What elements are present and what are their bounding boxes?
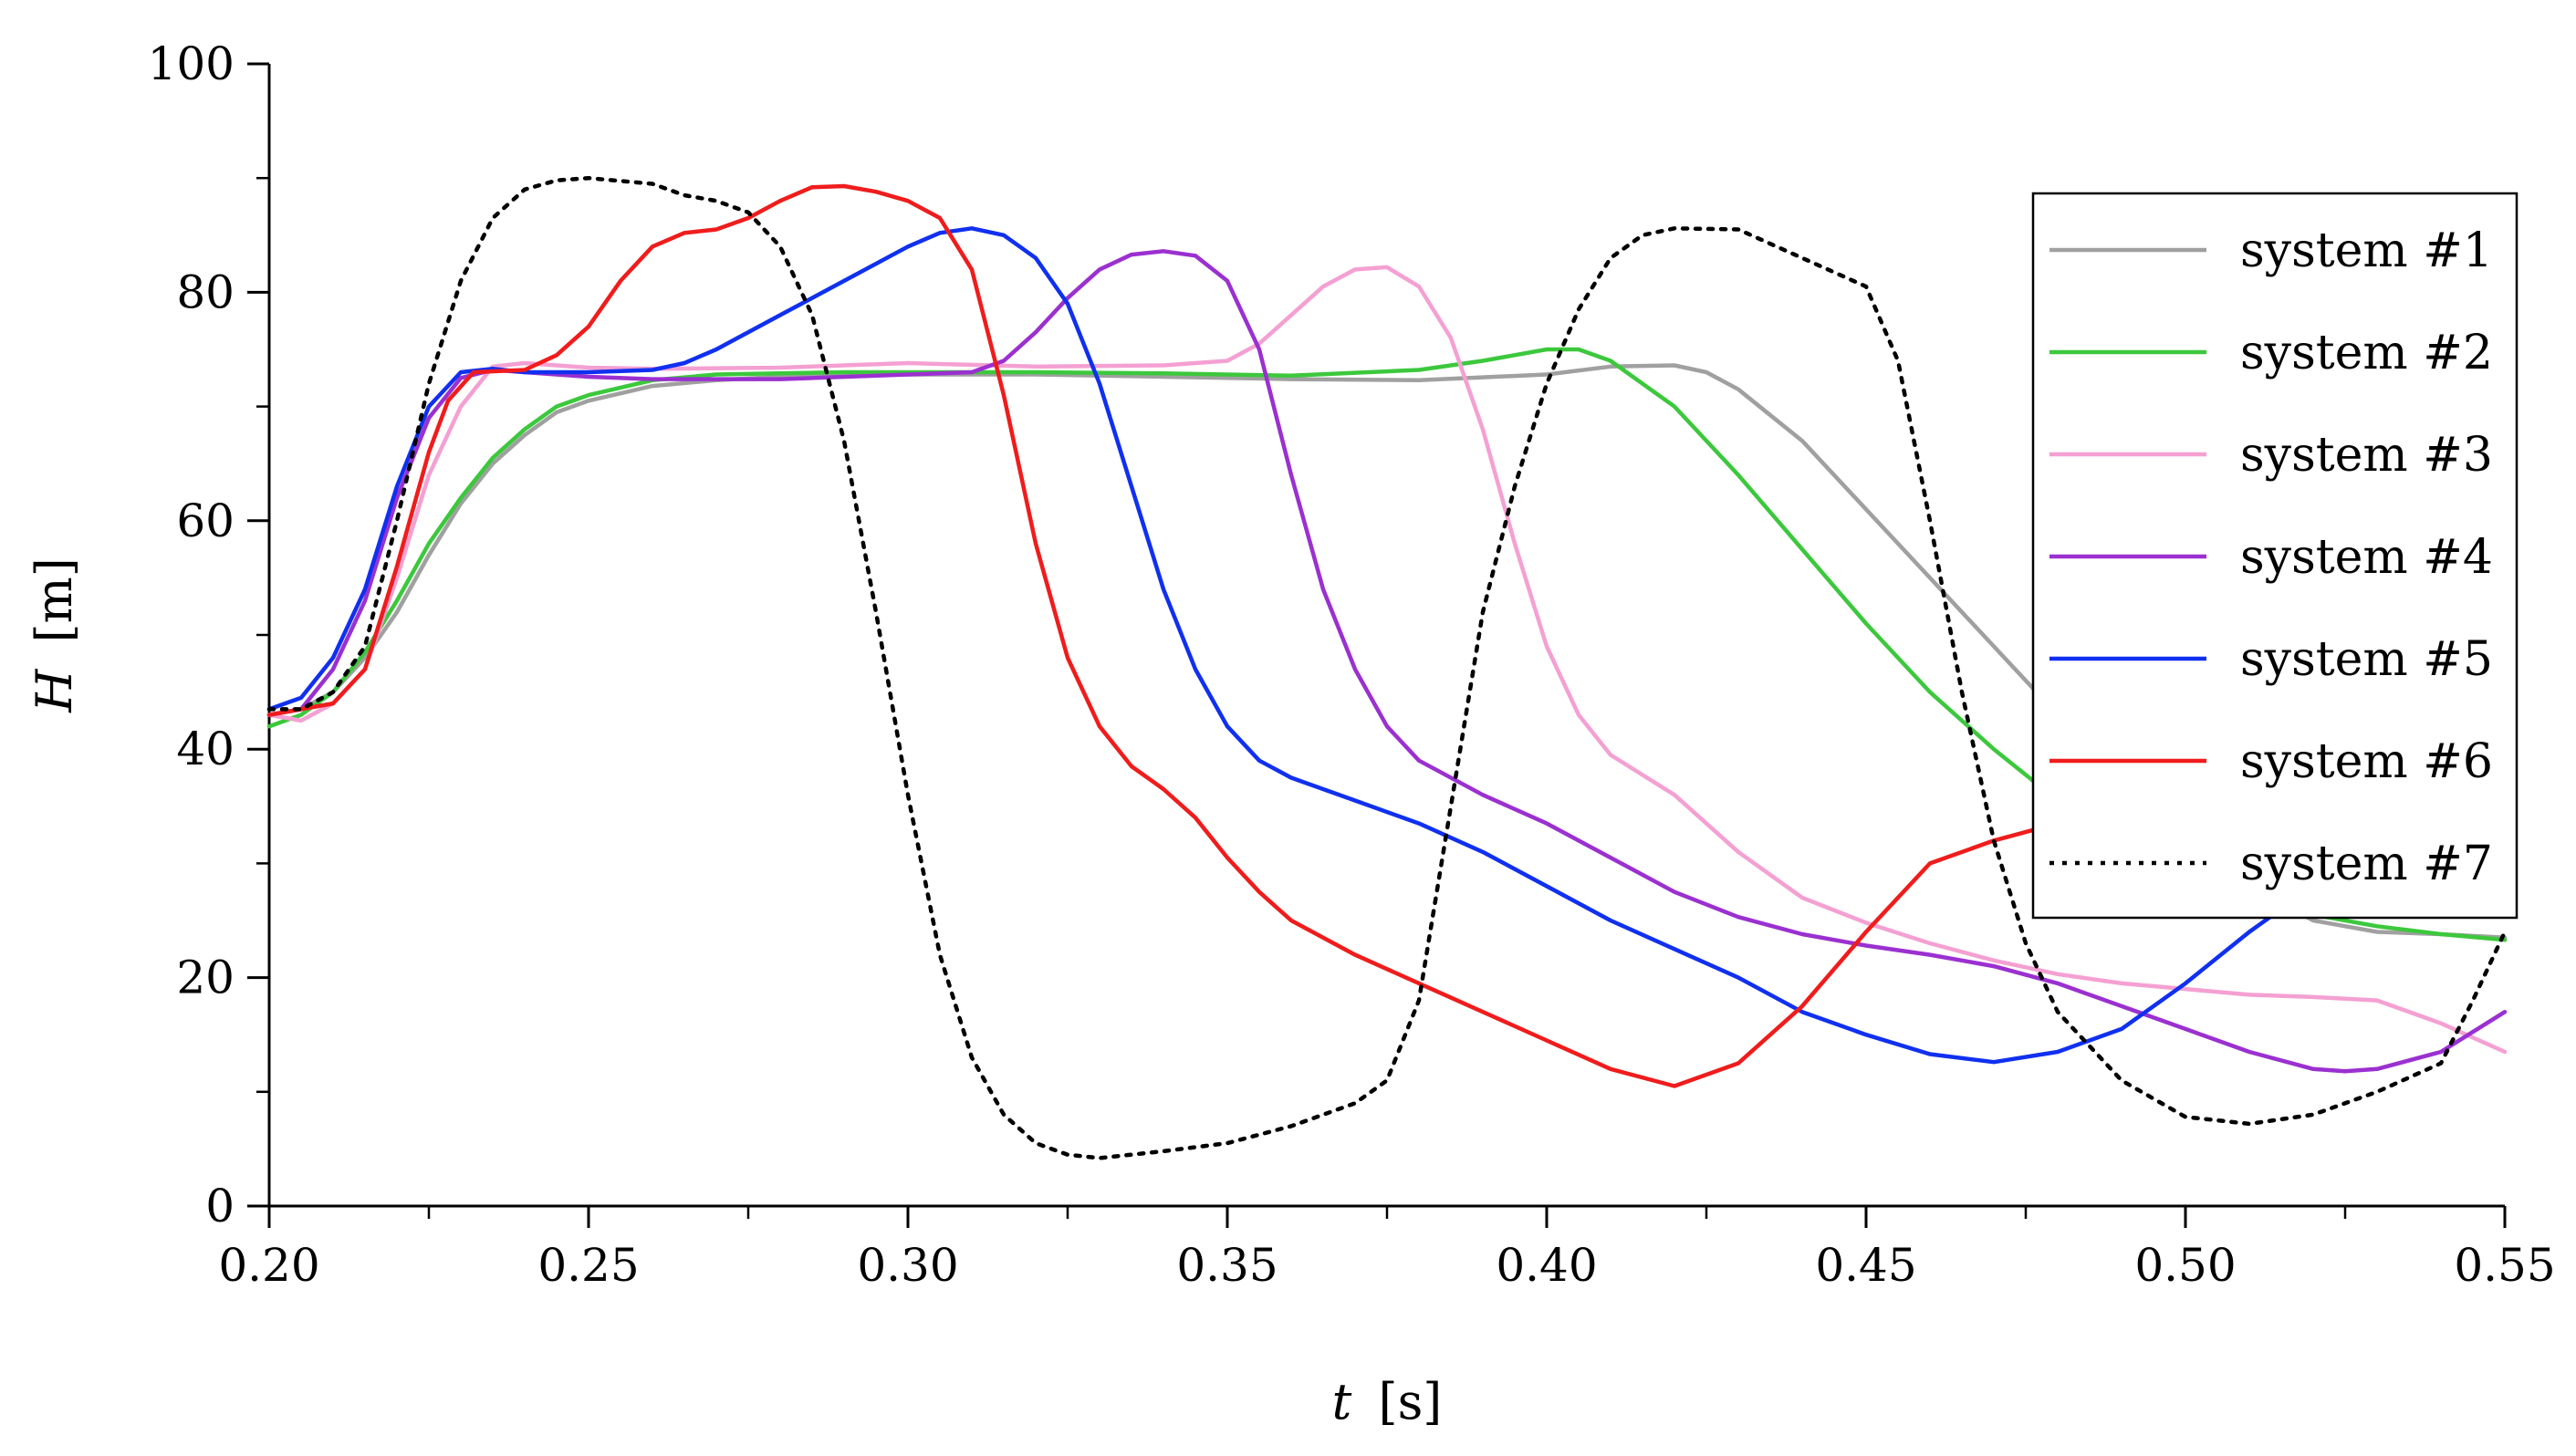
legend-label: system #3 [2240, 428, 2493, 483]
y-axis-label: H [m] [26, 557, 83, 713]
y-axis-unit: [m] [26, 557, 83, 642]
legend-label: system #1 [2240, 224, 2493, 278]
x-tick-label: 0.40 [1496, 1239, 1597, 1292]
x-tick-label: 0.45 [1815, 1239, 1916, 1292]
x-tick-label: 0.50 [2134, 1239, 2236, 1292]
y-axis-variable: H [26, 669, 83, 713]
y-tick-label: 40 [176, 723, 235, 775]
series-layer [266, 175, 2508, 1160]
x-axis-unit: [s] [1379, 1373, 1443, 1430]
x-tick-label: 0.35 [1176, 1239, 1278, 1292]
x-axis-variable: t [1332, 1373, 1352, 1430]
legend-label: system #5 [2240, 632, 2493, 687]
legend: system #1 system #2 system #3 system #4 syst… [2031, 192, 2519, 920]
legend-label: system #2 [2240, 326, 2493, 380]
y-tick-label: 80 [176, 265, 235, 318]
x-tick-label: 0.30 [857, 1239, 958, 1292]
y-tick-label: 100 [148, 37, 235, 90]
series-line-system-6 [266, 183, 2188, 1088]
x-axis-label: t [s] [1332, 1373, 1443, 1430]
x-tick-label: 0.20 [218, 1239, 319, 1292]
x-tick-label: 0.55 [2454, 1239, 2555, 1292]
legend-label: system #6 [2240, 734, 2493, 789]
y-tick-label: 0 [205, 1180, 235, 1232]
series-line-system-7 [266, 175, 2508, 1160]
legend-label: system #7 [2240, 837, 2493, 891]
legend-label: system #4 [2240, 530, 2493, 585]
ticks: 0.20 0.25 0.30 0.35 0.40 0.45 0.50 0.55 0 20 40 60 8… [148, 37, 2556, 1292]
x-tick-label: 0.25 [537, 1239, 639, 1292]
y-tick-label: 20 [176, 952, 235, 1004]
y-tick-label: 60 [176, 494, 235, 547]
